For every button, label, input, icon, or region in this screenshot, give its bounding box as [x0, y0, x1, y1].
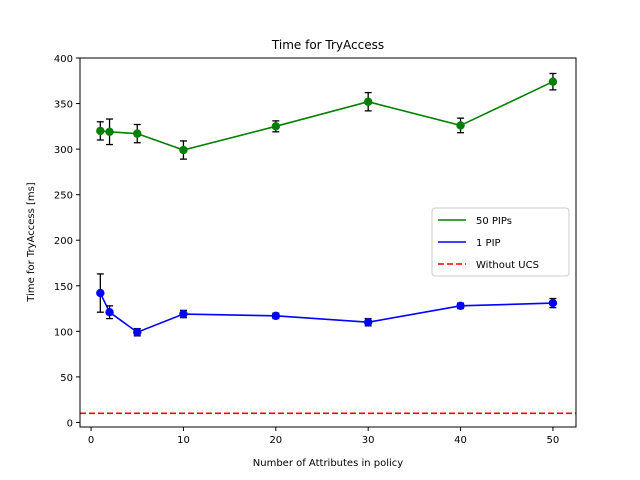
data-point: [179, 145, 188, 155]
y-tick-label: 400: [54, 54, 73, 65]
data-point: [96, 288, 105, 298]
data-point: [271, 311, 281, 321]
y-tick-label: 0: [67, 418, 73, 429]
data-point: [548, 298, 558, 308]
legend-label: Without UCS: [476, 260, 539, 271]
legend-box: [431, 207, 570, 277]
y-tick-label: 100: [54, 327, 73, 338]
plot-area: 0 10 20 30 40 50 0 50 100 150 200 250 300 350 400: [54, 54, 577, 446]
series-1: [96, 273, 558, 337]
y-axis-label: Time for TryAccess [ms]: [26, 182, 37, 303]
data-point: [105, 308, 114, 317]
data-point: [363, 318, 373, 327]
legend-label: 50 PIPs: [476, 216, 512, 227]
y-tick-label: 50: [60, 373, 73, 384]
data-point: [133, 129, 142, 138]
x-tick-label: 0: [88, 435, 94, 446]
y-tick-label: 350: [54, 100, 73, 111]
y-tick-label: 150: [54, 282, 73, 293]
x-tick-label: 10: [177, 435, 190, 446]
data-point: [105, 127, 114, 136]
x-tick-label: 20: [269, 435, 282, 446]
y-tick-label: 250: [54, 191, 73, 202]
y-tick-label: 200: [54, 236, 73, 247]
data-point: [133, 328, 142, 337]
data-point: [271, 122, 281, 131]
data-point: [456, 121, 465, 130]
legend: 50 PIPs 1 PIP Without UCS: [431, 207, 570, 277]
x-tick-label: 50: [547, 435, 560, 446]
y-tick-label: 300: [54, 145, 73, 156]
series-0: [96, 72, 558, 160]
data-point: [179, 309, 188, 319]
data-point: [363, 97, 373, 106]
data-point: [548, 77, 558, 86]
series-line: [100, 80, 554, 151]
legend-label: 1 PIP: [476, 238, 501, 249]
series-line: [99, 292, 553, 334]
data-point: [96, 126, 105, 136]
plot-frame: [79, 57, 577, 428]
chart-title: Time for TryAccess: [271, 38, 384, 52]
x-tick-label: 30: [362, 435, 375, 446]
data-point: [456, 301, 465, 311]
x-axis-label: Number of Attributes in policy: [253, 458, 404, 469]
x-tick-label: 40: [454, 435, 467, 446]
